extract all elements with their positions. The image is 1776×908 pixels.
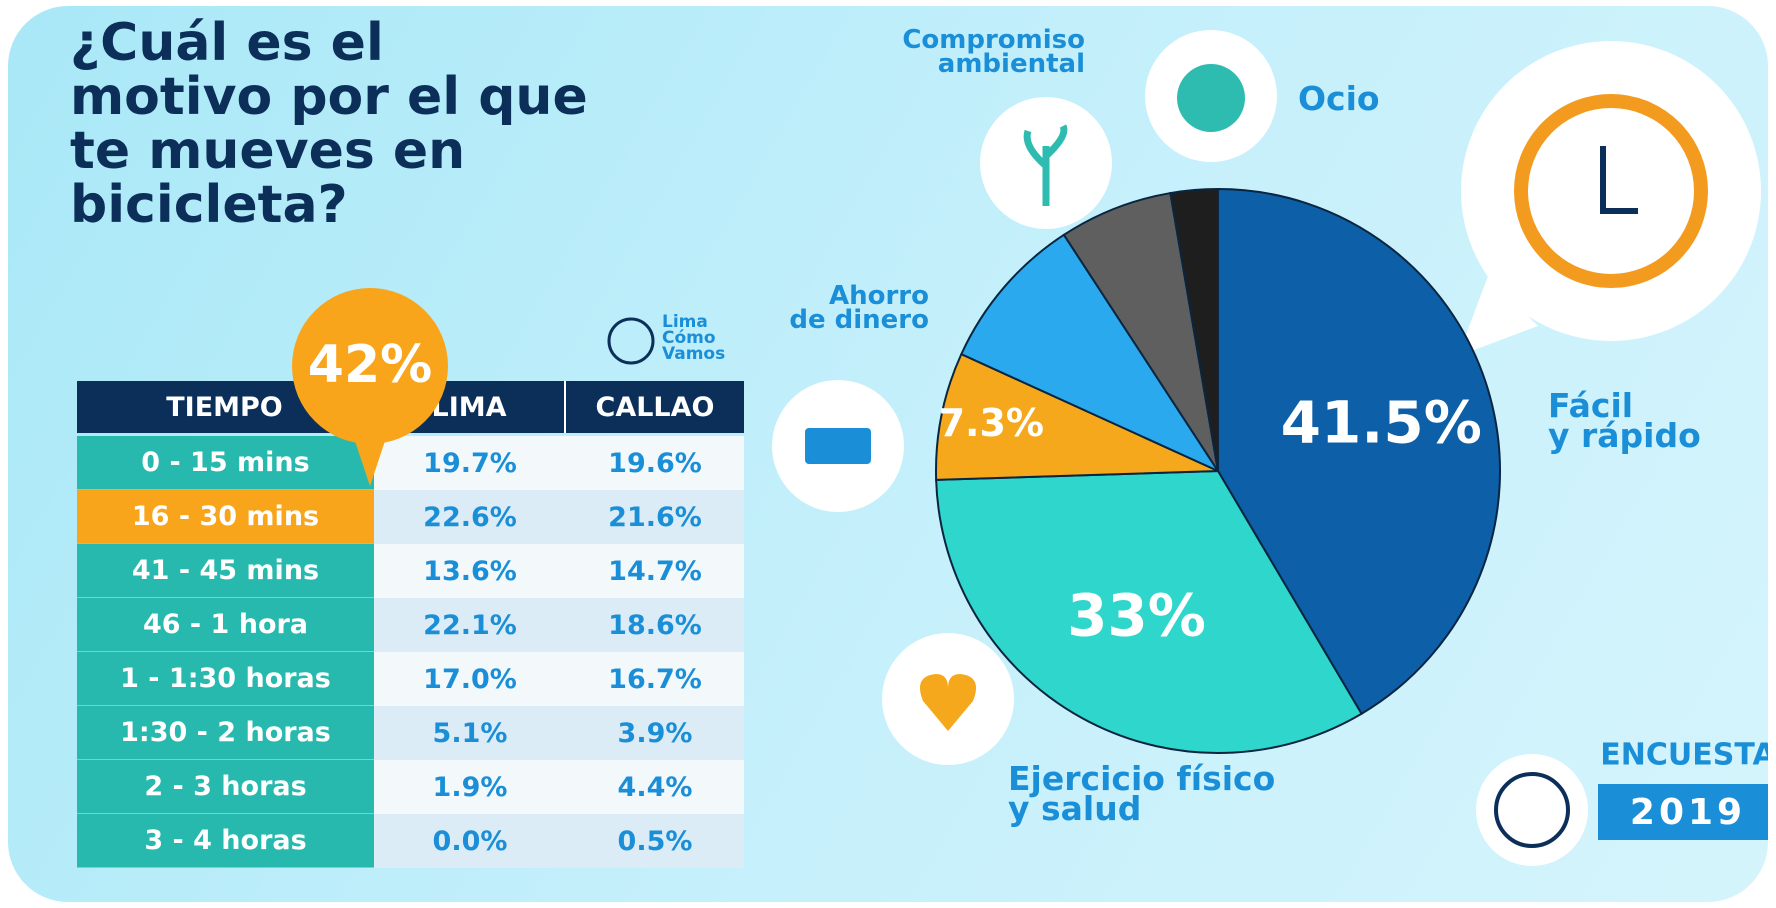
table: TIEMPO LIMA CALLAO 0 - 15 mins 19.7% 19.6% 16 … xyxy=(77,381,744,873)
table-header: CALLAO xyxy=(566,381,744,433)
value-label: 7.3% xyxy=(939,401,1044,445)
table-cell: 1.9% xyxy=(374,760,566,814)
table-cell: 22.6% xyxy=(374,490,566,544)
table-cell: 1:30 - 2 horas xyxy=(77,706,374,760)
category-label: Ahorro de dinero xyxy=(789,281,929,335)
table-cell: 3.9% xyxy=(566,706,744,760)
pie-slice xyxy=(935,352,1219,481)
table-cell: 17.0% xyxy=(374,652,566,706)
pie-slice xyxy=(1217,187,1501,716)
title: ¿Cuál es el motivo por el que te mueves … xyxy=(70,13,588,235)
clock-bubble xyxy=(1461,41,1761,341)
category-label: Fácil y rápido xyxy=(1548,386,1701,455)
smile-icon xyxy=(1177,64,1245,132)
plant-icon xyxy=(1023,124,1068,206)
table-cell: 1 - 1:30 horas xyxy=(77,652,374,706)
table-cell: 19.7% xyxy=(374,436,566,490)
table-cell: 22.1% xyxy=(374,598,566,652)
money-icon xyxy=(805,428,871,464)
pie-slice xyxy=(1062,191,1219,472)
category-label: Ejercicio físico y salud xyxy=(1008,759,1276,828)
table-cell: 0.5% xyxy=(566,814,744,868)
table-cell: 16.7% xyxy=(566,652,744,706)
highlight-bubble xyxy=(292,288,448,444)
table-cell: 0 - 15 mins xyxy=(77,436,374,490)
pie-slice xyxy=(1169,187,1219,472)
globe-bubble xyxy=(1476,754,1588,866)
logo-text: Lima Cómo Vamos xyxy=(662,312,726,364)
table-cell: 13.6% xyxy=(374,544,566,598)
pie-slice xyxy=(960,233,1221,474)
heart-icon xyxy=(919,674,977,731)
table-cell: 14.7% xyxy=(566,544,744,598)
table-cell: 18.6% xyxy=(566,598,744,652)
table-cell: 3 - 4 horas xyxy=(77,814,374,868)
table-cell: 41 - 45 mins xyxy=(77,544,374,598)
table-cell: 46 - 1 hora xyxy=(77,598,374,652)
bubble-tail xyxy=(1458,276,1538,356)
pie: 41.5% 33% 7.3% xyxy=(935,187,1501,754)
year-box xyxy=(1598,784,1768,840)
badge-label: ENCUESTA xyxy=(1600,738,1768,773)
chart: ENCUESTA 2019 41.5% 33% 7.3% 42% xyxy=(292,30,1768,866)
clock-icon xyxy=(1514,94,1708,288)
table-cell: 2 - 3 horas xyxy=(77,760,374,814)
table-cell: 4.4% xyxy=(566,760,744,814)
bubble-tail xyxy=(350,426,390,486)
table-cell: 5.1% xyxy=(374,706,566,760)
table-cell: 16 - 30 mins xyxy=(77,490,374,544)
table-cell: 19.6% xyxy=(566,436,744,490)
clock-hands xyxy=(1600,146,1638,214)
highlight-value: 42% xyxy=(308,335,432,395)
infographic: ¿Cuál es el motivo por el que te mueves … xyxy=(8,6,1768,902)
category-label: Compromiso ambiental xyxy=(902,25,1085,79)
value-label: 41.5% xyxy=(1281,388,1482,456)
table-cell: 21.6% xyxy=(566,490,744,544)
globe-icon xyxy=(1494,772,1570,848)
pie-slice xyxy=(935,469,1363,754)
value-label: 33% xyxy=(1067,581,1206,649)
logo-icon xyxy=(607,317,655,365)
badge-year: 2019 xyxy=(1630,792,1746,833)
category-label: Ocio xyxy=(1298,79,1380,118)
table-cell: 0.0% xyxy=(374,814,566,868)
